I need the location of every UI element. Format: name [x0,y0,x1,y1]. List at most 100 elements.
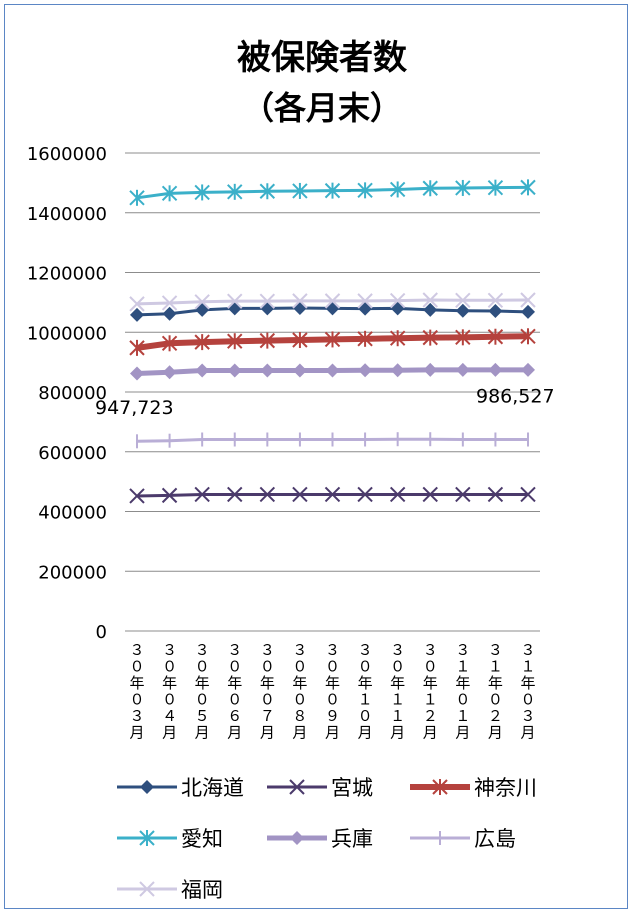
data-point [227,183,243,200]
data-point [389,292,406,309]
x-tick-char: ０ [488,691,503,709]
x-tick-char: ９ [325,707,340,725]
data-point [324,486,341,503]
x-tick-char: ３ [129,707,144,725]
data-point [455,362,470,377]
x-tick-char: 月 [423,724,438,742]
x-tick-char: ０ [455,691,470,709]
x-tick-char: ０ [390,658,405,676]
legend-item: 神奈川 [410,776,537,800]
data-point [292,293,308,309]
data-point [521,362,535,377]
data-point [161,487,178,504]
series-福岡 [129,292,536,312]
x-tick-char: ６ [227,707,242,725]
data-point [422,180,438,197]
data-point [194,184,210,201]
data-point [422,329,438,346]
y-tick-label: 1200000 [27,264,107,285]
data-point [130,307,144,322]
data-point [521,304,535,319]
data-point [259,486,276,503]
series-宮城 [129,486,536,504]
y-tick-label: 0 [96,622,107,643]
x-tick-char: ３ [423,641,438,659]
data-point [259,332,276,349]
x-tick-labels: ３０年０３月３０年０４月３０年０５月３０年０６月３０年０７月３０年０８月３０年０… [129,641,535,742]
x-tick-char: 月 [129,724,144,742]
x-tick-char: ０ [129,658,144,676]
x-tick-char: １ [488,658,503,676]
data-point [520,179,536,196]
data-point [325,363,340,378]
x-tick-char: ２ [423,707,438,725]
data-point [422,486,438,503]
series-兵庫 [130,362,535,381]
x-tick-char: 年 [260,674,275,692]
data-point [432,779,448,795]
data-point [389,330,406,347]
x-tick-char: 年 [162,674,177,692]
legend-label: 宮城 [331,776,373,800]
x-tick-char: ３ [390,641,405,659]
y-tick-label: 1000000 [27,323,107,344]
x-tick-char: ０ [227,658,242,676]
data-point [162,306,177,321]
x-tick-char: ３ [358,641,373,659]
x-tick-char: ０ [325,691,340,709]
x-tick-char: 年 [455,674,470,692]
x-tick-char: 年 [129,674,144,692]
x-tick-char: ３ [488,641,503,659]
legend-label: 福岡 [181,878,223,902]
data-point [139,881,155,897]
data-point [389,486,406,503]
x-tick-char: 月 [260,724,275,742]
legend-label: 兵庫 [331,827,373,851]
data-point [325,301,340,316]
x-tick-char: ３ [520,641,535,659]
data-point [140,780,154,794]
data-point [357,486,373,503]
x-tick-char: 年 [227,674,242,692]
x-tick-char: ０ [227,691,242,709]
legend-item: 兵庫 [267,827,373,851]
data-point [358,363,373,378]
data-point [260,301,275,316]
data-point [455,179,471,196]
x-tick-char: １ [390,691,405,709]
x-tick-char: 月 [227,724,242,742]
x-tick-char: ０ [260,658,275,676]
x-tick-char: ０ [129,691,144,709]
x-tick-char: １ [390,707,405,725]
data-point [357,293,373,309]
data-point [260,363,275,378]
data-point [324,331,341,348]
y-tick-label: 600000 [38,443,107,464]
chart-title: 被保険者数 [237,38,407,78]
x-tick-char: ０ [162,658,177,676]
line-chart: 被保険者数 （各月末） 0 200000 400000 600000 800000 100… [27,38,555,902]
x-tick-char: 年 [292,674,307,692]
data-point [227,301,242,316]
data-point [357,182,373,199]
data-point [487,292,504,308]
data-point [390,363,405,378]
x-tick-char: ３ [162,641,177,659]
x-tick-char: 月 [292,724,307,742]
data-point [139,830,155,846]
data-point [487,328,504,345]
series-lines [129,179,536,504]
data-point [194,334,210,351]
data-point [423,362,438,377]
x-tick-char: ０ [195,658,210,676]
x-tick-char: 月 [455,724,470,742]
